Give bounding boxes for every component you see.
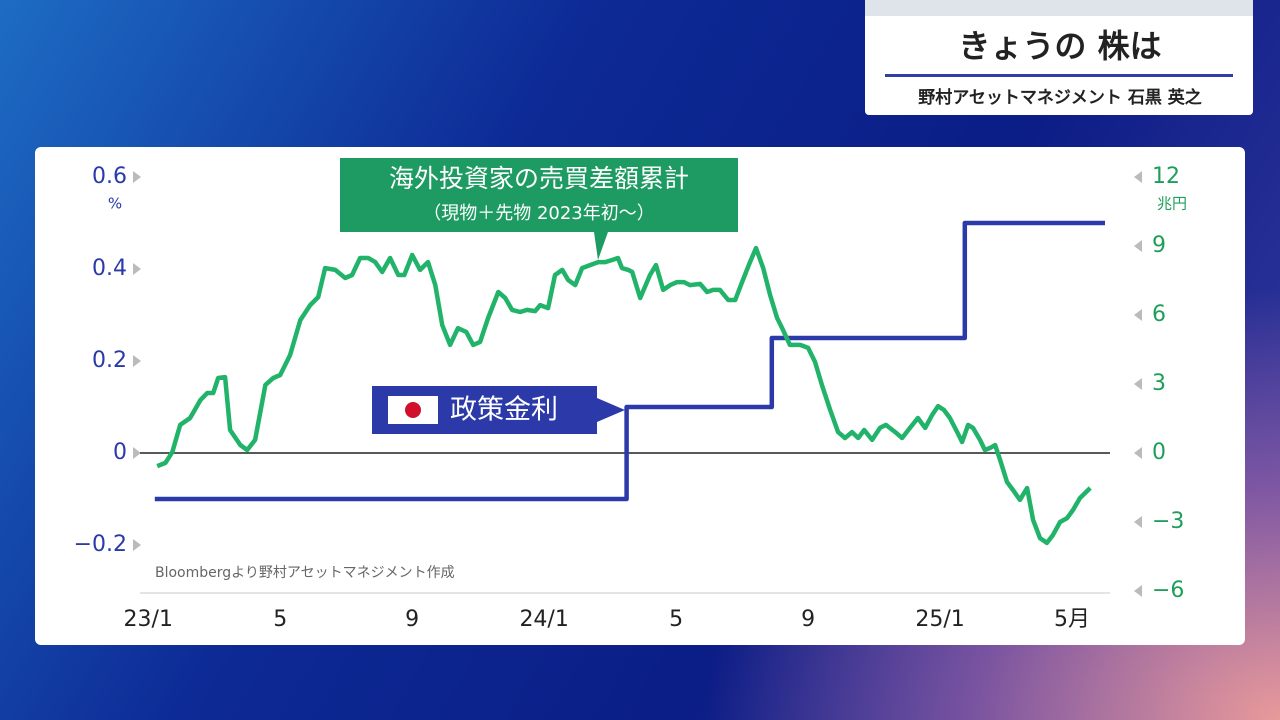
y2-unit: 兆円 [1157,195,1187,213]
y-tick-label: −0.2 [74,532,127,557]
x-tick-label: 25/1 [915,607,964,632]
rate-label: 政策金利 [450,395,558,426]
y2-tick-arrow [1134,516,1142,528]
x-tick-label: 5 [669,607,683,632]
y-tick-arrow [133,171,141,183]
y2-tick-arrow [1134,447,1142,459]
header-strip [865,0,1253,16]
x-tick-label: 23/1 [124,607,173,632]
y2-tick-label: 12 [1152,164,1180,189]
callout-box [340,158,738,260]
header-box [865,0,1253,115]
y-tick-arrow [133,355,141,367]
x-tick-label: 24/1 [519,607,568,632]
y-tick-label: 0.6 [92,164,127,189]
y2-tick-label: 3 [1152,371,1166,396]
y-tick-arrow [133,539,141,551]
y2-tick-label: 6 [1152,302,1166,327]
x-tick-label: 5 [273,607,287,632]
callout-title: 海外投資家の売買差額累計 [389,164,689,193]
series-line [154,220,1105,502]
y2-tick-arrow [1134,585,1142,597]
y-tick-arrow [133,263,141,275]
y2-tick-label: −3 [1152,509,1184,534]
source: Bloombergより野村アセットマネジメント作成 [155,565,455,581]
header-title: きょうの 株は [958,27,1161,65]
y-tick-label: 0.2 [92,348,127,373]
y2-tick-label: 9 [1152,233,1166,258]
y2-tick-arrow [1134,171,1142,183]
y2-tick-label: −6 [1152,578,1184,603]
y-tick-arrow [133,447,141,459]
series-line [156,245,1092,546]
header-rule [885,74,1233,77]
y-tick-label: 0.4 [92,256,127,281]
flag-disc [405,402,421,418]
x-tick-label: 9 [405,607,419,632]
x-tick-label: 5月 [1054,607,1090,632]
y-tick-label: 0 [113,440,127,465]
callout-note: （現物＋先物 2023年初〜） [423,203,655,224]
y2-tick-label: 0 [1152,440,1166,465]
header-subtitle: 野村アセットマネジメント 石黒 英之 [918,87,1202,108]
y-unit: % [108,195,122,213]
y2-tick-arrow [1134,240,1142,252]
x-tick-label: 9 [801,607,815,632]
y2-tick-arrow [1134,378,1142,390]
y2-tick-arrow [1134,309,1142,321]
